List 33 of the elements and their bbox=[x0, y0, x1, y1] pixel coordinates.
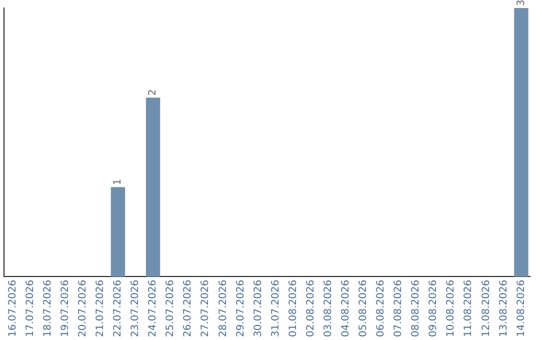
data-label: 3 bbox=[516, 0, 527, 6]
x-tick-label: 05.08.2026 bbox=[358, 280, 370, 338]
x-tick-label: 22.07.2026 bbox=[112, 280, 124, 338]
x-tick-label: 06.08.2026 bbox=[376, 280, 387, 338]
x-tick-label: 20.07.2026 bbox=[77, 280, 88, 338]
x-tick-label: 19.07.2026 bbox=[60, 280, 71, 338]
x-tick-label: 18.07.2026 bbox=[42, 280, 54, 338]
x-tick-label: 16.07.2026 bbox=[7, 280, 18, 338]
x-tick-label: 07.08.2026 bbox=[393, 280, 404, 338]
x-tick-label: 31.07.2026 bbox=[270, 280, 282, 338]
x-tick-label: 14.08.2026 bbox=[516, 280, 527, 338]
x-tick-label: 11.08.2026 bbox=[463, 280, 474, 338]
x-tick-label: 30.07.2026 bbox=[252, 280, 264, 338]
x-tick-label: 09.08.2026 bbox=[428, 280, 440, 338]
x-tick-label: 04.08.2026 bbox=[340, 280, 352, 338]
x-tick-label: 12.08.2026 bbox=[480, 280, 492, 338]
x-tick-label: 29.07.2026 bbox=[235, 280, 246, 338]
data-label: 2 bbox=[148, 89, 159, 96]
x-tick-label: 27.07.2026 bbox=[200, 280, 212, 338]
data-label: 1 bbox=[112, 178, 124, 186]
x-tick-label: 26.07.2026 bbox=[182, 280, 194, 338]
x-tick-label: 21.07.2026 bbox=[95, 280, 106, 338]
x-tick-label: 28.07.2026 bbox=[218, 280, 229, 338]
x-tick-label: 25.07.2026 bbox=[165, 280, 176, 338]
x-tick-label: 13.08.2026 bbox=[498, 280, 510, 338]
x-tick-label: 17.07.2026 bbox=[24, 280, 36, 338]
x-tick-label: 24.07.2026 bbox=[148, 280, 159, 338]
x-tick-label: 10.08.2026 bbox=[446, 280, 457, 338]
x-tick-label: 03.08.2026 bbox=[322, 280, 334, 338]
x-tick-label: 23.07.2026 bbox=[130, 280, 142, 338]
x-tick-label: 02.08.2026 bbox=[305, 280, 316, 338]
x-tick-label: 08.08.2026 bbox=[410, 280, 422, 338]
x-tick-label: 01.08.2026 bbox=[288, 280, 299, 338]
